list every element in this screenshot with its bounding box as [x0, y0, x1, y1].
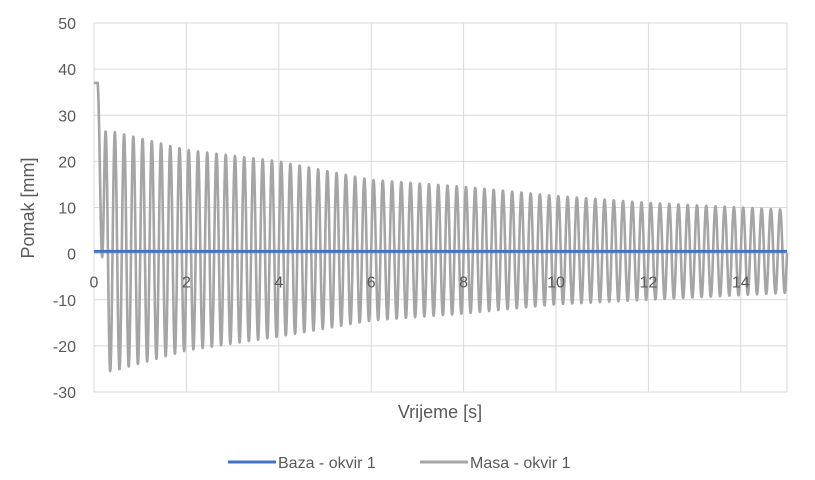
y-tick-label: -20: [53, 339, 76, 356]
series-line-masa: [92, 81, 789, 373]
legend-label: Baza - okvir 1: [278, 455, 376, 472]
x-tick-label: 14: [732, 275, 750, 292]
x-tick-label: 0: [90, 275, 99, 292]
y-tick-label: 10: [58, 201, 76, 218]
x-tick-label: 10: [547, 275, 565, 292]
y-tick-label: -10: [53, 293, 76, 310]
y-tick-label: 0: [67, 247, 76, 264]
legend: Baza - okvir 1 Masa - okvir 1: [228, 455, 571, 472]
y-tick-label: 30: [58, 108, 76, 125]
x-tick-label: 6: [367, 275, 376, 292]
x-tick-label: 4: [274, 275, 283, 292]
x-tick-label: 8: [459, 275, 468, 292]
x-tick-label: 12: [640, 275, 658, 292]
y-tick-label: 40: [58, 62, 76, 79]
x-tick-label: 2: [182, 275, 191, 292]
y-tick-label: -30: [53, 385, 76, 402]
legend-label: Masa - okvir 1: [470, 455, 571, 472]
y-tick-label: 50: [58, 16, 76, 33]
series-layer: [92, 81, 789, 373]
x-tick-labels: 0 2 4 6 8 10 12 14: [90, 275, 750, 292]
y-tick-labels: -30 -20 -10 0 10 20 30 40 50: [53, 16, 76, 402]
x-axis-title: Vrijeme [s]: [398, 402, 482, 422]
y-axis-title: Pomak [mm]: [18, 157, 38, 258]
y-tick-label: 20: [58, 154, 76, 171]
